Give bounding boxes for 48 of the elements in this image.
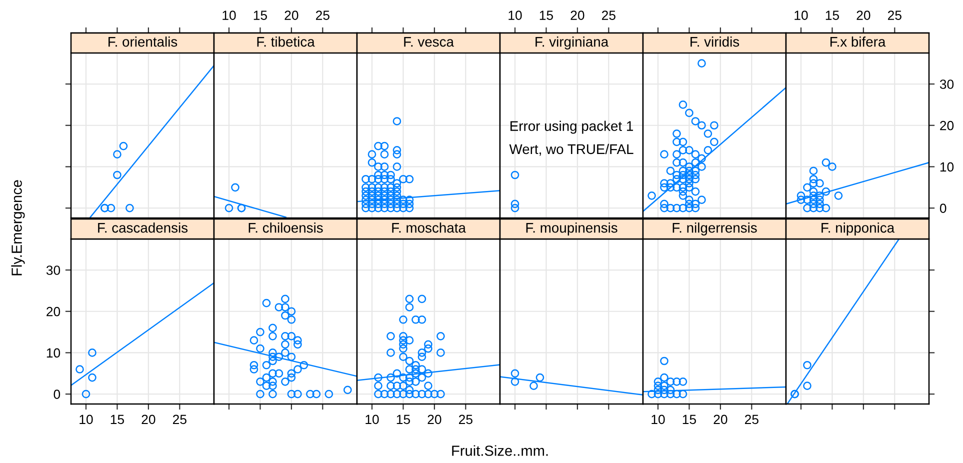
x-tick-label: 15	[396, 414, 410, 424]
x-tick-label: 25	[602, 10, 616, 20]
x-tick-label: 15	[682, 414, 696, 424]
x-tick-label: 10	[222, 10, 236, 20]
chart-title: F. cascadensis	[98, 222, 188, 233]
chart-title: F. orientalis	[108, 36, 178, 47]
x-tick-label: 20	[714, 414, 728, 424]
annotation: Wert, wo TRUE/FAL	[509, 144, 634, 156]
y-tick-label: 20	[940, 120, 954, 130]
y-tick-label: 20	[46, 306, 60, 316]
x-tick-label: 20	[570, 10, 584, 20]
chart-title: F. chiloensis	[248, 222, 323, 233]
chart-title: F. vesca	[404, 37, 454, 47]
y-tick-label: 0	[54, 390, 60, 399]
x-tick-label: 25	[888, 10, 902, 20]
x-tick-label: 25	[172, 414, 186, 424]
x-tick-label: 15	[540, 10, 553, 20]
chart-title: F.x bifera	[830, 36, 886, 47]
x-tick-label: 20	[428, 414, 442, 424]
x-tick-label: 25	[458, 414, 472, 424]
x-tick-label: 10	[80, 414, 93, 424]
chart-title: F. nilgerrensis	[672, 222, 757, 236]
chart-title: F. virginiana	[536, 36, 609, 50]
x-tick-label: 25	[744, 414, 758, 424]
chart-title: F. nipponica	[822, 222, 895, 236]
x-tick-label: 20	[142, 414, 156, 424]
x-tick-label: 25	[316, 10, 330, 20]
chart-title: F. viridis	[690, 36, 740, 47]
annotation: Error using packet 1	[510, 120, 633, 134]
x-tick-label: 20	[284, 10, 298, 20]
x-tick-label: 15	[254, 10, 267, 20]
x-tick-label: 10	[794, 10, 808, 20]
y-axis-title: Fly.Emergence	[11, 180, 25, 276]
chart-title: F. moupinensis	[526, 222, 618, 236]
x-tick-label: 10	[652, 414, 665, 424]
y-tick-label: 30	[940, 80, 954, 89]
x-tick-label: 10	[508, 10, 522, 20]
chart-title: F. moschata	[392, 222, 466, 233]
y-tick-label: 10	[46, 348, 60, 358]
y-tick-label: 0	[940, 204, 946, 213]
x-axis-title: Fruit.Size..mm.	[452, 445, 548, 456]
x-tick-label: 15	[826, 10, 839, 20]
y-tick-label: 10	[940, 162, 954, 172]
x-tick-label: 20	[856, 10, 870, 20]
x-tick-label: 10	[366, 414, 379, 424]
chart-title: F. tibetica	[257, 36, 315, 47]
y-tick-label: 30	[46, 266, 60, 275]
x-tick-label: 15	[110, 414, 124, 424]
